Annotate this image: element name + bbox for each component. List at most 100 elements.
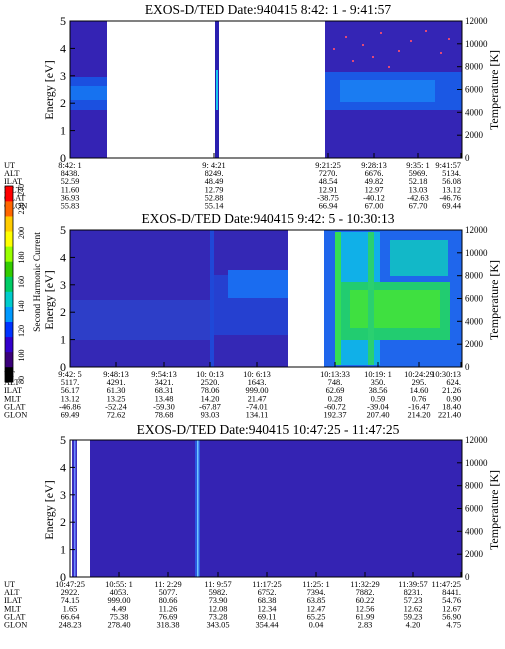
p1-ytick-5: 5	[60, 14, 66, 28]
colorbar-block-2	[5, 336, 13, 353]
colorbar-block-4	[5, 306, 13, 322]
panel-3-cell: 66.64	[61, 612, 81, 621]
colorbar-tick-180: 180	[17, 252, 26, 264]
panel-1-cell: 48.49	[205, 177, 224, 186]
panel-2-cell: 295.	[412, 378, 427, 387]
panel-3-cell: 69.11	[258, 612, 277, 621]
panel-3-cell: 80.66	[159, 596, 178, 605]
panel-2-cell: 9:48:13	[103, 370, 129, 379]
panel-1-row-label: GLON	[4, 202, 27, 211]
panel-1-row-label: GLAT	[4, 193, 25, 202]
panel-3-cell: 68.38	[258, 596, 277, 605]
panel-1-row-label: UT	[4, 161, 15, 170]
panel-3-row-label: ILAT	[4, 596, 22, 605]
panel-3-ylabel-right: Temperature [K]	[487, 470, 501, 550]
panel-2-cell: 13.25	[107, 394, 126, 403]
colorbar-block-6	[5, 276, 13, 292]
p3-rtick-5: 10000	[465, 458, 488, 468]
panel-2-cell: 68.31	[155, 386, 174, 395]
panel-2-cell: -59.30	[153, 402, 175, 411]
colorbar-block-11	[5, 201, 13, 217]
panel-2-cell: 78.06	[201, 386, 220, 395]
panel-3-title: EXOS-D/TED Date:940415 10:47:25 - 11:47:…	[137, 422, 400, 437]
panel-1-cell: 13.12	[442, 185, 461, 194]
panel-2-band-d-core	[350, 290, 440, 328]
p3-rtick-0: 0	[465, 572, 470, 582]
panel-2-row-label: ILAT	[4, 386, 22, 395]
p3-ytick-3: 3	[60, 488, 66, 502]
p1-rtick-5: 10000	[465, 39, 488, 49]
colorbar-tick-220: 220	[17, 203, 26, 215]
panel-2-cell: 21.26	[442, 386, 461, 395]
panel-1-ylabel-right: Temperature [K]	[487, 50, 501, 130]
panel-3-cell: 999.00	[107, 596, 130, 605]
p3-rtick-3: 6000	[465, 504, 484, 514]
panel-2-cell: 1643.	[248, 378, 267, 387]
panel-2-cell: 221.40	[438, 411, 461, 420]
p2-rtick-5: 10000	[465, 248, 488, 258]
panel-1-cell: 12.79	[205, 185, 224, 194]
panel-3-cell: 4.49	[112, 604, 127, 613]
panel-3-streak-core	[197, 440, 199, 577]
colorbar-frame	[4, 185, 14, 383]
panel-1-cell: 49.82	[365, 177, 384, 186]
panel-1-cell: 52.88	[205, 193, 224, 202]
panel-1-cell: -40.12	[363, 193, 385, 202]
panel-3-cell: 54.76	[442, 596, 461, 605]
panel-1-cell: 11.60	[61, 185, 80, 194]
panel-3-cell: 11:25: 1	[302, 580, 329, 589]
panel-2-cell: 2520.	[201, 378, 220, 387]
p3-ytick-1: 1	[60, 543, 66, 557]
panel-2-cell: 62.69	[326, 386, 345, 395]
colorbar-block-7	[5, 261, 13, 277]
p3-rtick-2: 4000	[465, 526, 484, 536]
panel-2-cell: -16.47	[408, 402, 430, 411]
panel-1-cell: 55.83	[61, 202, 80, 211]
panel-2-stripe-1	[335, 232, 341, 365]
panel-1-cell: 12.97	[365, 185, 384, 194]
panel-2-ylabel: Energy [eV]	[42, 270, 56, 329]
panel-3-cell: 11:17:25	[252, 580, 281, 589]
p3-ytick-2: 2	[60, 515, 66, 529]
panel-2-band-e	[390, 240, 448, 276]
panel-3-cell: 11: 2:29	[154, 580, 181, 589]
panel-2-cell: 72.62	[107, 411, 126, 420]
panel-3-cell: 12.47	[307, 604, 326, 613]
p1-rtick-6: 12000	[465, 16, 488, 26]
colorbar-tick-200: 200	[17, 227, 26, 239]
colorbar-tick-140: 140	[17, 301, 26, 313]
panel-2-cell: 9:54:13	[151, 370, 177, 379]
panel-2-band-b-core	[228, 270, 288, 298]
panel-2-cell: 78.68	[155, 411, 174, 420]
panel-3-cell: 63.85	[307, 596, 326, 605]
panel-1-cell: 69.44	[442, 202, 462, 211]
panel-2-cell: 21.47	[248, 394, 267, 403]
panel-2-cell: 10: 6:13	[243, 370, 271, 379]
panel-2-cell: 38.56	[369, 386, 388, 395]
panel-1-cell: 52.59	[61, 177, 80, 186]
panel-3-cell: 8231.	[404, 588, 423, 597]
panel-3-cell: 1.65	[63, 604, 78, 613]
p3-rtick-1: 2000	[465, 549, 484, 559]
colorbar-block-1	[5, 351, 13, 368]
panel-1-cell: 13.03	[409, 185, 428, 194]
panel-1-cell: 36.93	[61, 193, 80, 202]
p3-rtick-6: 12000	[465, 435, 488, 445]
p2-ytick-5: 5	[60, 223, 66, 237]
panel-1: EXOS-D/TED Date:940415 8:42: 1 - 9:41:57	[4, 2, 501, 211]
panel-2-ylabel-right: Temperature [K]	[487, 260, 501, 340]
panel-3-cell: 56.90	[442, 612, 461, 621]
p2-rtick-3: 6000	[465, 294, 484, 304]
p2-ytick-0: 0	[60, 360, 66, 374]
panel-2-cell: 624.	[446, 378, 461, 387]
panel-3: EXOS-D/TED Date:940415 10:47:25 - 11:47:…	[4, 422, 501, 630]
p2-rtick-4: 8000	[465, 271, 484, 281]
panel-2-cell: 69.49	[61, 411, 80, 420]
panel-1-cell: 55.14	[205, 202, 225, 211]
panel-3-cell: 0.04	[309, 621, 324, 630]
panel-1-title: EXOS-D/TED Date:940415 8:42: 1 - 9:41:57	[145, 2, 392, 17]
panel-3-cell: 2.83	[358, 621, 373, 630]
p2-ytick-3: 3	[60, 278, 66, 292]
panel-3-cell: 10:47:25	[55, 580, 85, 589]
